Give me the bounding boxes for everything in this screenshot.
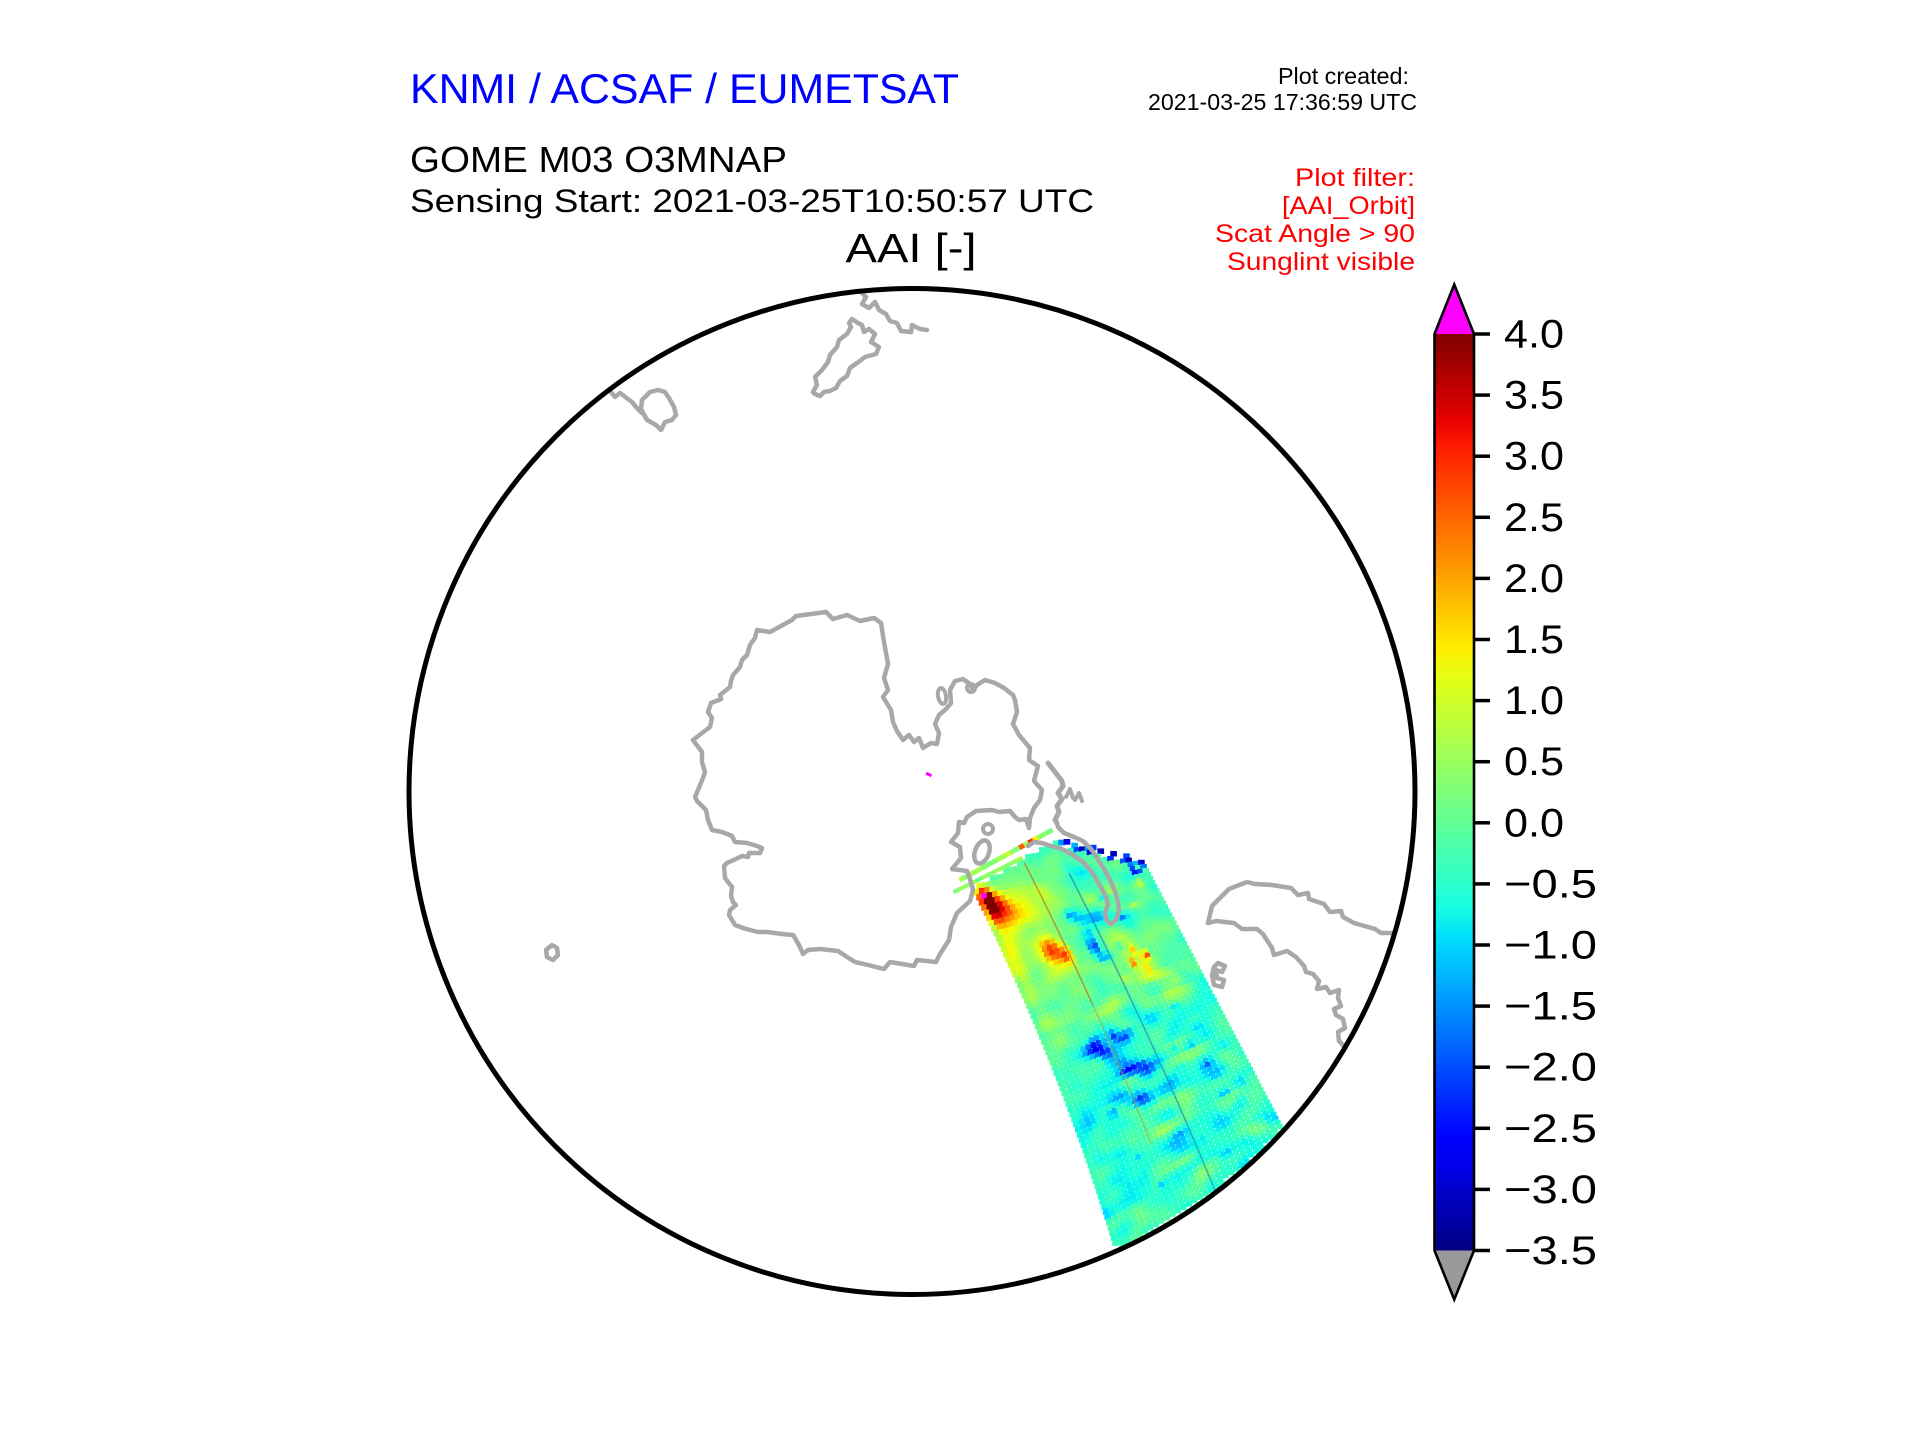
svg-text:Sunglint visible: Sunglint visible: [1227, 248, 1415, 276]
svg-text:3.5: 3.5: [1504, 374, 1564, 418]
svg-text:[AAI_Orbit]: [AAI_Orbit]: [1282, 192, 1415, 220]
svg-text:2.0: 2.0: [1504, 557, 1564, 601]
svg-text:Sensing Start: 2021-03-25T10:5: Sensing Start: 2021-03-25T10:50:57 UTC: [410, 183, 1094, 219]
svg-text:−2.0: −2.0: [1504, 1046, 1597, 1090]
svg-text:2.5: 2.5: [1504, 496, 1564, 540]
svg-text:1.5: 1.5: [1504, 618, 1564, 662]
svg-text:2021-03-25 17:36:59 UTC: 2021-03-25 17:36:59 UTC: [1148, 89, 1417, 115]
svg-text:KNMI / ACSAF / EUMETSAT: KNMI / ACSAF / EUMETSAT: [410, 65, 959, 112]
svg-text:−1.0: −1.0: [1504, 924, 1597, 968]
svg-text:0.5: 0.5: [1504, 740, 1564, 784]
svg-text:−3.5: −3.5: [1504, 1229, 1597, 1273]
svg-text:−2.5: −2.5: [1504, 1107, 1597, 1151]
svg-text:0.0: 0.0: [1504, 801, 1564, 845]
svg-text:3.0: 3.0: [1504, 435, 1564, 479]
svg-text:−0.5: −0.5: [1504, 862, 1597, 906]
svg-text:−1.5: −1.5: [1504, 985, 1597, 1029]
svg-text:AAI [-]: AAI [-]: [846, 225, 977, 271]
svg-text:GOME M03 O3MNAP: GOME M03 O3MNAP: [410, 139, 787, 180]
svg-text:−3.0: −3.0: [1504, 1168, 1597, 1212]
svg-text:Scat Angle > 90: Scat Angle > 90: [1215, 220, 1415, 248]
svg-text:Plot filter:: Plot filter:: [1295, 164, 1415, 192]
svg-text:Plot created:: Plot created:: [1278, 63, 1409, 89]
svg-text:4.0: 4.0: [1504, 313, 1564, 357]
svg-text:1.0: 1.0: [1504, 679, 1564, 723]
